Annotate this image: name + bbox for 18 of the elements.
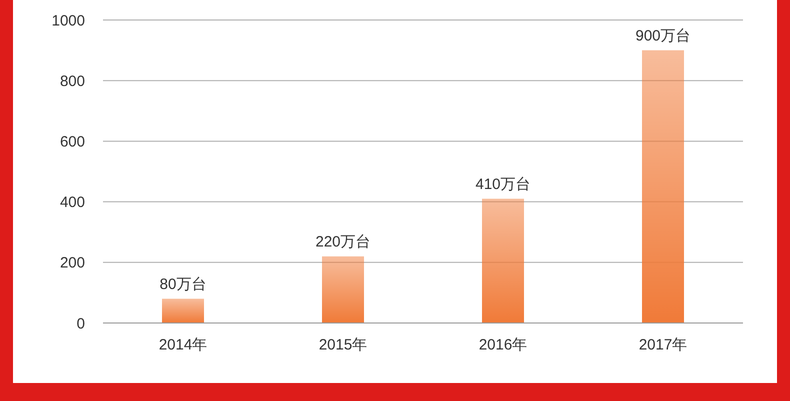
y-tick-label: 400 bbox=[60, 194, 85, 212]
y-tick-label: 800 bbox=[60, 72, 85, 90]
y-tick-label: 200 bbox=[60, 254, 85, 272]
x-tick-label: 2016年 bbox=[478, 336, 528, 354]
x-tick-label: 2015年 bbox=[318, 336, 368, 354]
x-tick-label: 2017年 bbox=[638, 336, 688, 354]
y-tick-label: 1000 bbox=[52, 12, 85, 30]
y-tick-label: 0 bbox=[76, 315, 85, 332]
bar bbox=[642, 50, 684, 323]
data-label: 900万台 bbox=[635, 27, 691, 44]
data-label: 410万台 bbox=[475, 176, 531, 193]
data-label: 80万台 bbox=[160, 276, 206, 293]
bar bbox=[322, 256, 364, 323]
x-tick-label: 2014年 bbox=[158, 336, 208, 354]
bar bbox=[162, 298, 204, 323]
bar bbox=[482, 198, 524, 323]
y-tick-label: 600 bbox=[60, 134, 85, 151]
data-label: 220万台 bbox=[315, 233, 371, 250]
